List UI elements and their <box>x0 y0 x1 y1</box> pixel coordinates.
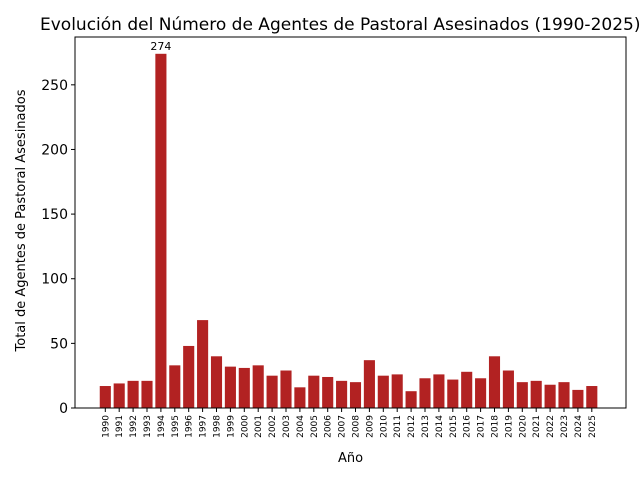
bar-2015 <box>447 379 459 408</box>
x-tick-label: 1999 <box>226 415 236 438</box>
x-tick-label: 2010 <box>379 415 389 438</box>
x-tick-label: 2015 <box>449 415 459 438</box>
bar-2020 <box>516 382 528 408</box>
chart-title: Evolución del Número de Agentes de Pasto… <box>40 15 640 35</box>
bar-2006 <box>322 376 334 408</box>
x-tick-label: 2006 <box>324 415 334 438</box>
bar-1992 <box>127 380 139 408</box>
bar-2012 <box>405 391 417 408</box>
bar-2008 <box>349 382 362 408</box>
bar-2003 <box>280 370 292 408</box>
bar-1995 <box>169 365 181 408</box>
x-tick-label: 2007 <box>338 415 348 438</box>
bar-2007 <box>336 380 348 408</box>
bar-2022 <box>544 384 556 408</box>
x-tick-label: 1993 <box>143 415 153 438</box>
x-tick-label: 2016 <box>463 415 473 438</box>
x-tick-label: 1991 <box>115 415 125 438</box>
bar-2025 <box>586 386 598 408</box>
y-tick-label: 0 <box>59 401 68 417</box>
bar-2017 <box>475 378 487 408</box>
x-tick-label: 2003 <box>282 415 292 438</box>
bar-1991 <box>113 383 125 408</box>
y-tick-label: 150 <box>41 207 68 223</box>
bar-2011 <box>391 374 403 408</box>
bar-1994 <box>155 53 167 409</box>
bar-1993 <box>141 380 153 408</box>
x-tick-label: 1994 <box>157 415 167 438</box>
bar-1997 <box>197 320 209 408</box>
bar-2009 <box>363 360 375 408</box>
x-tick-label: 1997 <box>199 415 209 438</box>
x-tick-label: 2021 <box>532 415 542 438</box>
bar-2018 <box>488 356 501 408</box>
x-tick-label: 2001 <box>254 415 264 438</box>
x-tick-label: 2020 <box>518 415 528 438</box>
x-tick-label: 2000 <box>240 415 250 438</box>
x-tick-label: 2008 <box>352 415 362 438</box>
plot-frame <box>74 36 627 409</box>
x-tick-label: 1992 <box>129 415 139 438</box>
y-axis-ticks: 0 50 100 150 200 250 <box>41 78 75 417</box>
bars-group <box>99 53 598 409</box>
x-tick-label: 2025 <box>588 415 598 438</box>
bar-2019 <box>502 370 514 408</box>
bar-1996 <box>183 345 195 408</box>
x-tick-label: 2011 <box>393 415 403 438</box>
x-tick-label: 2019 <box>504 415 514 438</box>
bar-2013 <box>419 378 431 408</box>
y-tick-label: 250 <box>41 78 68 94</box>
bar-2005 <box>308 375 320 408</box>
x-tick-label: 2005 <box>310 415 320 438</box>
x-tick-label: 2012 <box>407 415 417 438</box>
x-tick-label: 2023 <box>560 415 570 438</box>
bar-2024 <box>572 389 584 408</box>
x-tick-label: 1998 <box>213 415 223 438</box>
bar-2001 <box>252 365 264 408</box>
bar-2004 <box>294 387 306 408</box>
bar-2000 <box>238 367 250 408</box>
bar-2014 <box>433 374 445 408</box>
y-tick-label: 50 <box>50 336 68 352</box>
x-tick-label: 2024 <box>574 415 584 438</box>
x-axis-label: Año <box>338 451 363 466</box>
bar-2010 <box>377 375 389 408</box>
x-tick-label: 1995 <box>171 415 181 438</box>
x-tick-label: 1996 <box>185 415 195 438</box>
bar-2016 <box>461 371 473 408</box>
bar-2002 <box>266 375 278 408</box>
bar-1999 <box>224 366 236 408</box>
x-tick-label: 2017 <box>477 415 487 438</box>
x-tick-label: 2013 <box>421 415 431 438</box>
x-tick-label: 2014 <box>435 415 445 438</box>
bar-1998 <box>210 356 223 408</box>
y-tick-label: 200 <box>41 142 68 158</box>
x-tick-label: 2018 <box>491 415 501 438</box>
bar-2021 <box>530 380 542 408</box>
data-labels: 274 <box>150 40 171 53</box>
x-tick-label: 2009 <box>365 415 375 438</box>
bar-1990 <box>99 386 111 408</box>
x-tick-label: 2002 <box>268 415 278 438</box>
x-tick-label: 2004 <box>296 415 306 438</box>
data-label-1994: 274 <box>150 40 171 53</box>
x-tick-label: 1990 <box>101 415 111 438</box>
y-axis-label: Total de Agentes de Pastoral Asesinados <box>14 89 29 352</box>
x-tick-label: 2022 <box>546 415 556 438</box>
y-tick-label: 100 <box>41 272 68 288</box>
bar-2023 <box>558 382 570 408</box>
x-axis-ticks: 1990 1991 1992 1993 1994 1995 1996 1997 1998 1999… <box>101 408 598 438</box>
